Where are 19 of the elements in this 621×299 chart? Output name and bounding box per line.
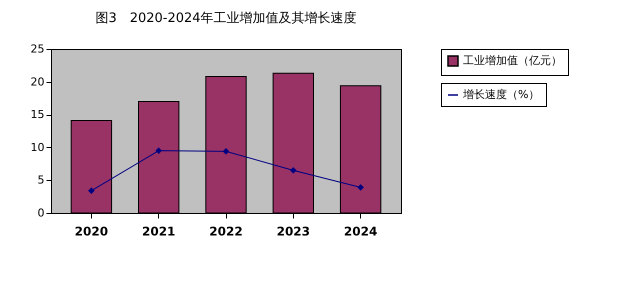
legend-label: 工业增加值（亿元） <box>463 54 562 67</box>
point <box>223 148 229 154</box>
y-tick-label: 0 <box>38 206 44 220</box>
y-tick-label: 25 <box>30 42 44 56</box>
point <box>156 148 162 154</box>
point <box>88 188 94 194</box>
chart-title: 图3 2020-2024年工业增加值及其增长速度 <box>95 10 357 26</box>
legend-label: 增长速度（%） <box>462 88 540 101</box>
point <box>358 184 364 190</box>
y-tick-label: 20 <box>30 75 44 88</box>
y-tick-label: 5 <box>38 174 44 187</box>
x-tick-label: 2020 <box>74 224 108 238</box>
x-tick-label: 2023 <box>276 224 310 238</box>
y-tick-label: 10 <box>30 140 44 154</box>
point <box>290 167 296 174</box>
y-tick-label: 15 <box>30 108 44 122</box>
x-tick-label: 2021 <box>142 224 176 238</box>
x-tick-label: 2022 <box>209 224 243 238</box>
x-tick-label: 2024 <box>344 224 378 238</box>
